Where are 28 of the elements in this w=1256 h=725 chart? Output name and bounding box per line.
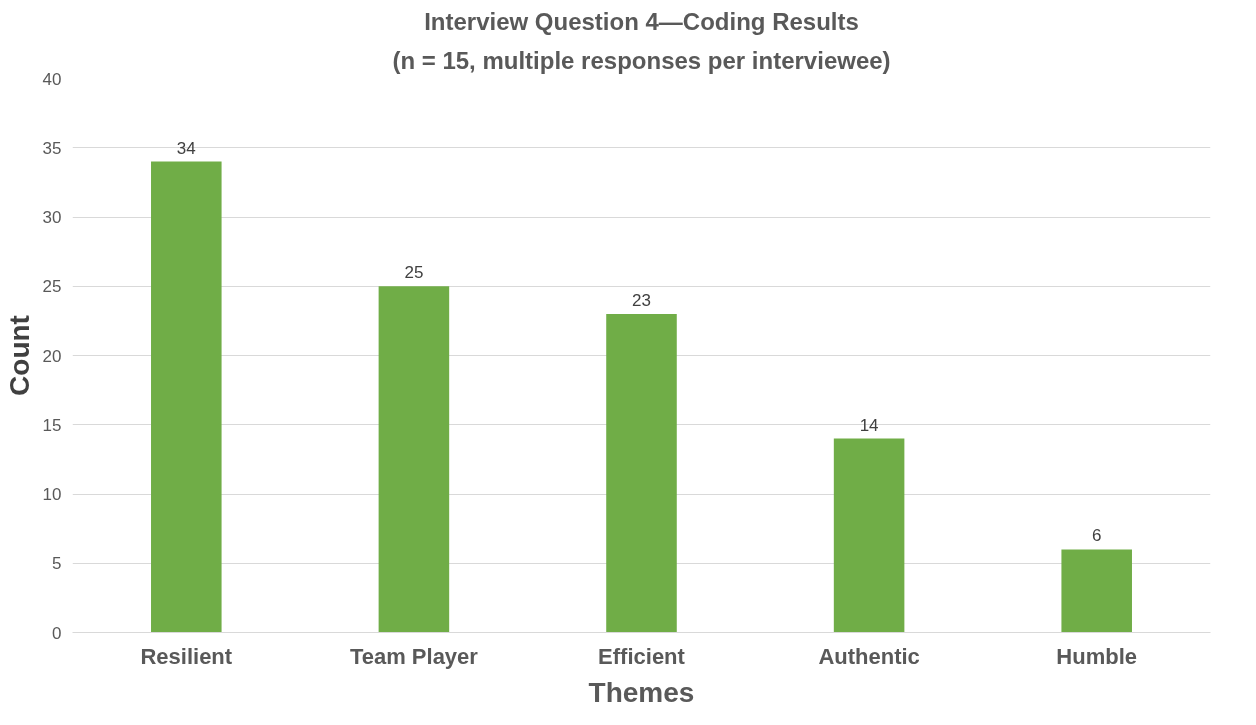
x-tick-label: Humble	[1056, 643, 1138, 669]
y-axis-title: Count	[3, 315, 35, 396]
y-tick-label: 20	[42, 346, 62, 366]
bar	[606, 313, 677, 633]
y-tick-label: 10	[42, 485, 62, 504]
y-tick-label: 15	[42, 415, 62, 435]
y-tick-label: 25	[42, 277, 62, 297]
y-tick-label: 40	[42, 69, 62, 89]
y-tick-label: 5	[52, 554, 62, 574]
x-tick-label: Team Player	[349, 643, 479, 669]
bar	[833, 438, 905, 633]
bar	[151, 161, 222, 633]
x-tick-label: Resilient	[140, 643, 233, 669]
x-tick-label: Efficient	[598, 643, 686, 669]
data-label: 25	[404, 263, 424, 283]
data-label: 6	[1091, 526, 1102, 546]
chart-title: Interview Question 4—Coding Results	[424, 7, 859, 35]
y-tick-label: 35	[42, 138, 62, 158]
y-tick-label: 0	[52, 623, 62, 643]
y-tick-label: 30	[42, 208, 62, 227]
bar	[1061, 549, 1132, 633]
x-axis-title: Themes	[588, 676, 695, 708]
x-tick-label: Authentic	[818, 643, 920, 669]
data-label: 34	[176, 138, 196, 158]
bar	[378, 286, 450, 633]
data-label: 23	[632, 290, 651, 310]
chart-subtitle: (n = 15, multiple responses per interviewee)	[392, 46, 891, 74]
data-label: 14	[859, 415, 879, 435]
